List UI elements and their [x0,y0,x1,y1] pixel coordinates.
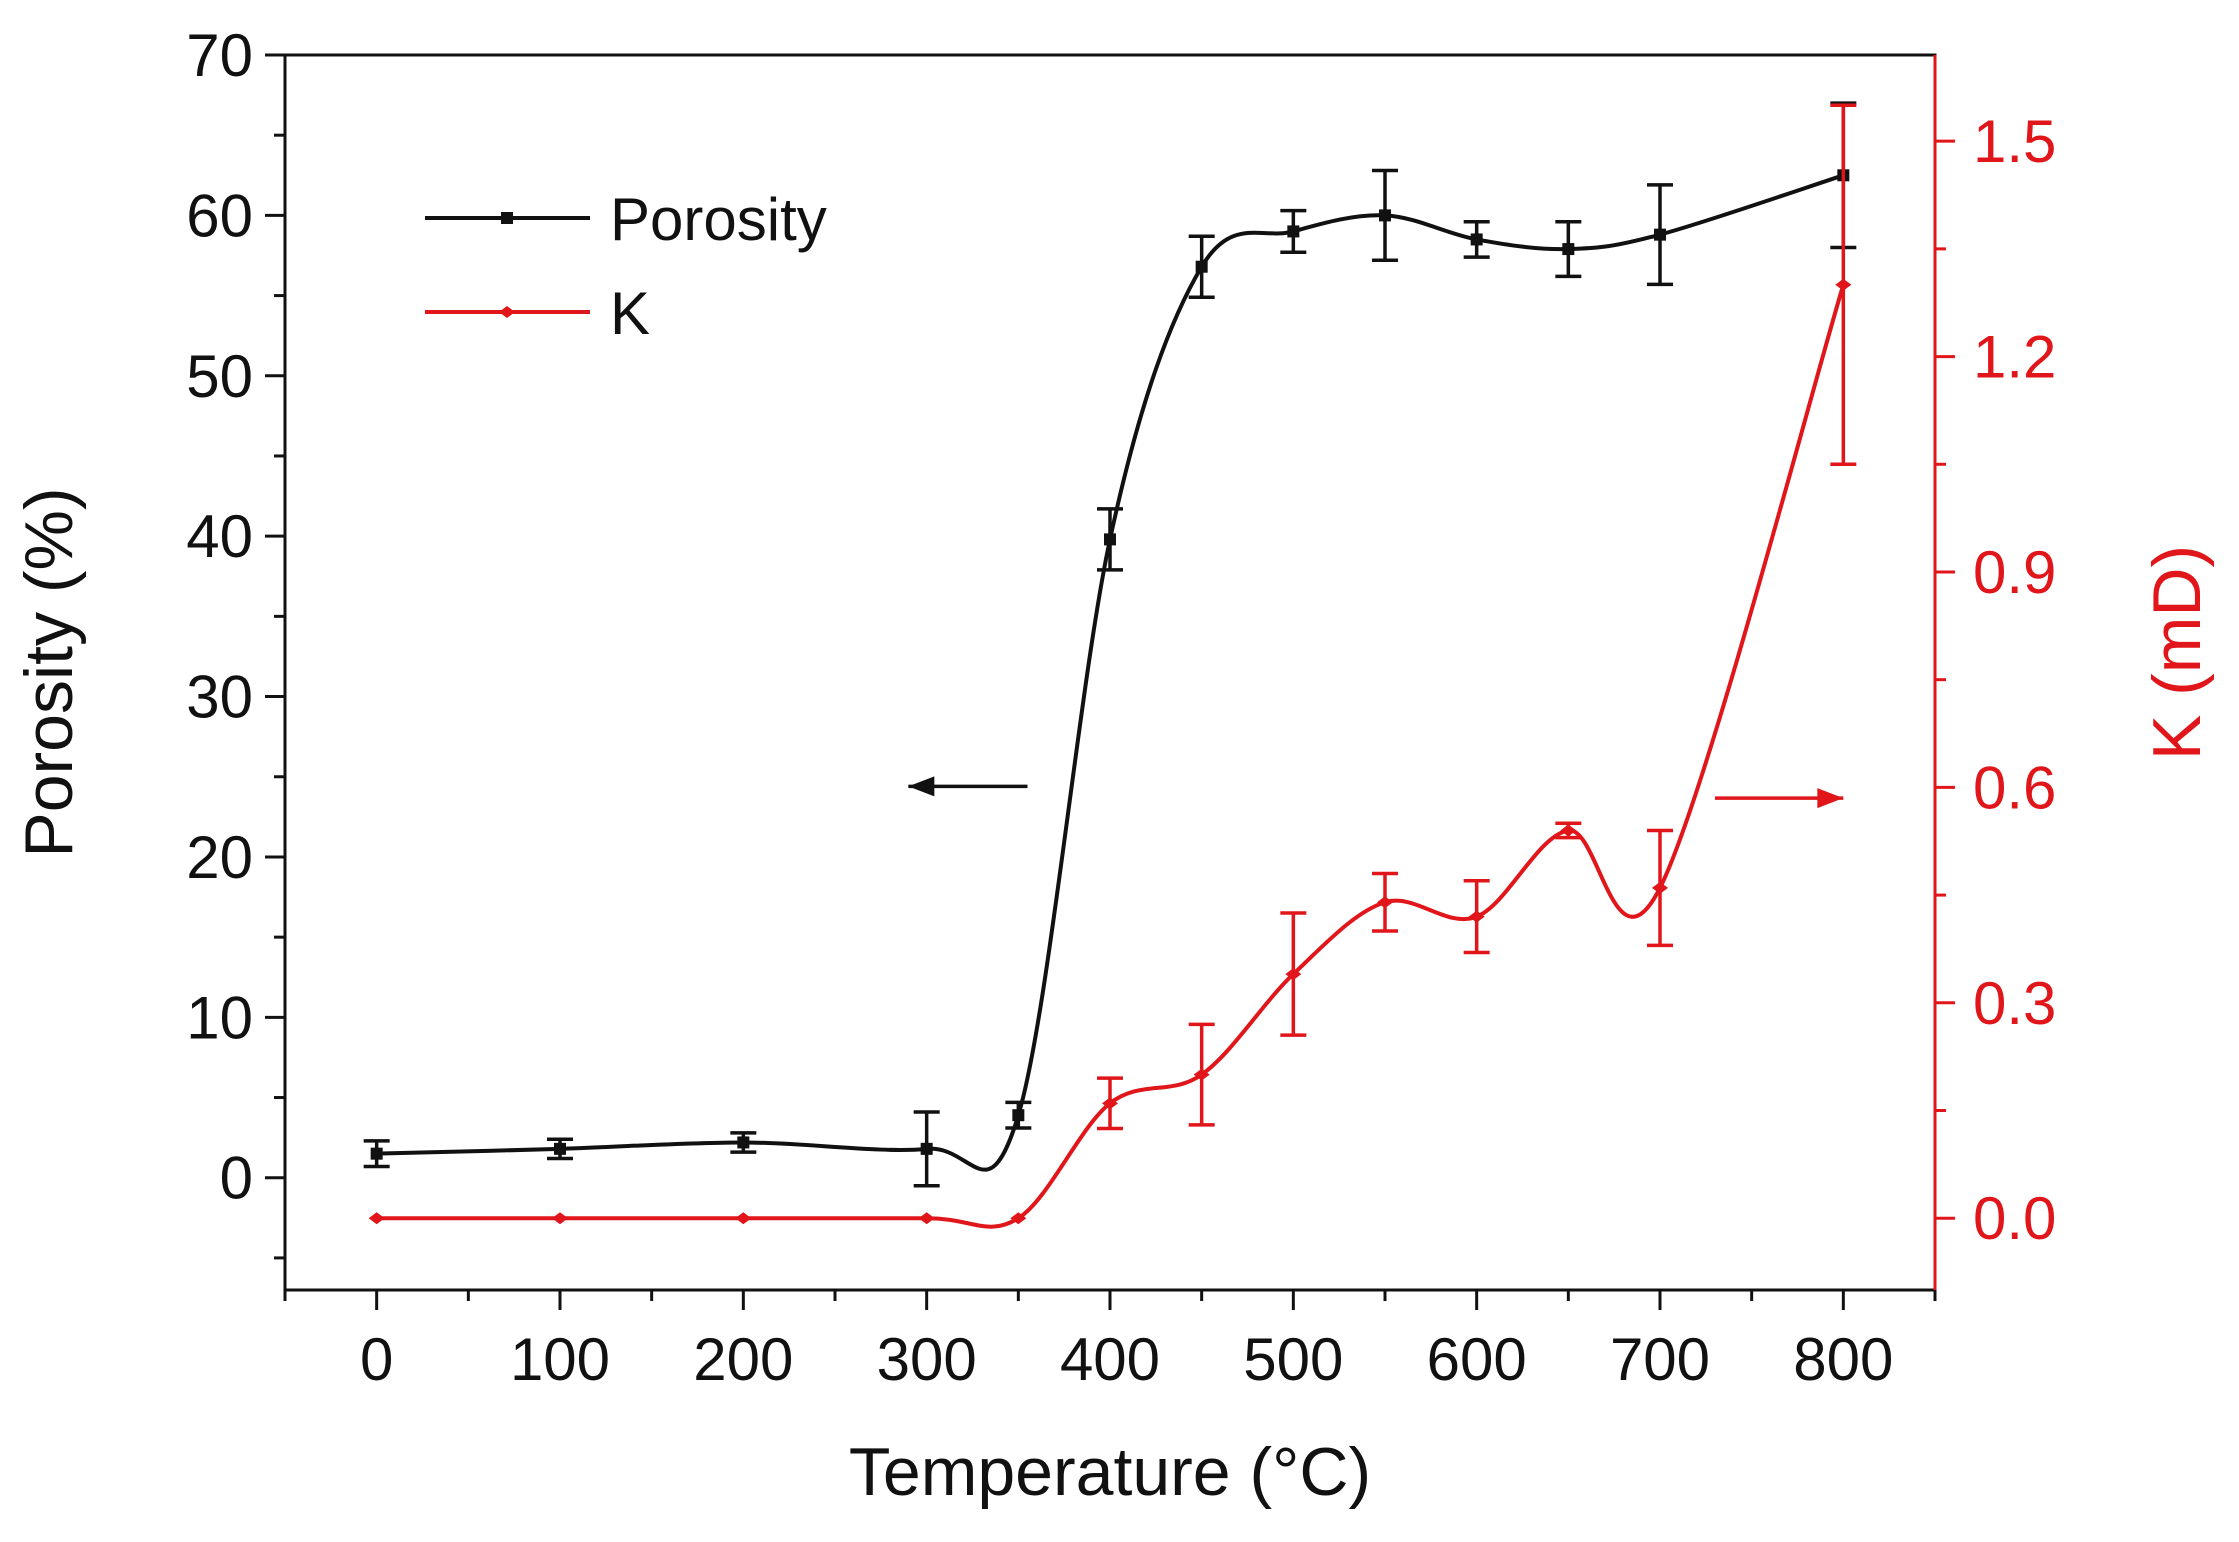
y-left-tick-label: 30 [186,664,253,731]
x-tick-label: 200 [693,1326,793,1393]
k-point [1560,824,1577,837]
y-left-tick-label: 10 [186,984,253,1051]
x-tick-label: 800 [1793,1326,1893,1393]
porosity-line [376,173,1844,1172]
y-right-axis-title: K (mD) [2139,545,2215,760]
porosity-point [737,1136,750,1149]
porosity-point [1104,533,1116,546]
k-point [1010,1212,1027,1225]
x-tick-label: 300 [877,1326,977,1393]
k-point [1193,1068,1210,1081]
legend-marker [499,306,515,318]
k-point [1102,1097,1118,1110]
x-tick-label: 100 [510,1326,610,1393]
y-right-tick-label: 1.2 [1973,324,2056,391]
x-tick-label: 700 [1610,1326,1710,1393]
k-point [1377,896,1393,909]
k-point [368,1212,385,1225]
x-tick-label: 600 [1427,1326,1527,1393]
porosity-point [1379,209,1391,222]
arrow-head [1817,788,1844,809]
porosity-point [1470,233,1483,246]
arrow-right-icon [1715,788,1844,809]
k-point [735,1212,752,1225]
legend-label: Porosity [610,186,827,253]
k-point [1285,968,1302,981]
porosity-point [1654,228,1666,241]
y-left-tick-label: 40 [186,503,253,570]
legend-marker [501,212,513,224]
y-left-axis-title: Porosity (%) [11,487,87,857]
arrow-head [908,776,935,797]
porosity-point [1195,260,1208,273]
legend-label: K [610,280,650,347]
y-right-tick-label: 0.0 [1973,1185,2056,1252]
legend: Porosity K [425,186,827,347]
arrow-left-icon [908,776,1028,797]
y-right-tick-label: 0.6 [1973,754,2056,821]
porosity-point [370,1147,383,1160]
porosity-point [1012,1109,1025,1122]
x-axis-title: Temperature (°C) [849,1434,1371,1510]
y-right-tick-label: 0.3 [1973,970,2056,1037]
porosity-point [554,1142,566,1155]
y-left-tick-label: 0 [220,1145,253,1212]
y-left-tick-label: 60 [186,182,253,249]
k-point [1652,881,1668,894]
k-point [552,1212,568,1225]
legend-item-porosity: Porosity [425,186,827,253]
y-left-tick-label: 20 [186,824,253,891]
k-point [1468,910,1485,923]
porosity-point [920,1142,933,1155]
x-tick-label: 500 [1243,1326,1343,1393]
series-k [368,103,1857,1229]
porosity-point [1562,243,1575,256]
y-left-tick-label: 70 [186,22,253,89]
x-tick-label: 0 [360,1326,393,1393]
k-point [1835,278,1852,291]
legend-item-k: K [425,280,650,347]
y-right-tick-label: 1.5 [1973,108,2056,175]
k-point [918,1212,935,1225]
y-left-tick-label: 50 [186,343,253,410]
porosity-point [1287,225,1300,238]
y-right-tick-label: 0.9 [1973,539,2056,606]
x-tick-label: 400 [1060,1326,1160,1393]
series-porosity [363,101,1857,1188]
